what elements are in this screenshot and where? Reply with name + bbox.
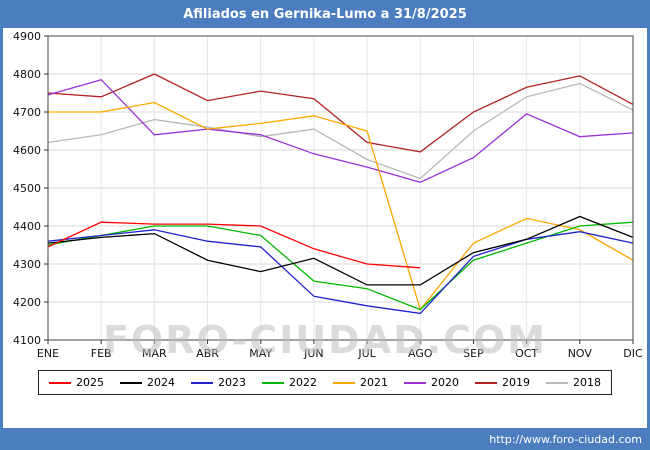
legend-label-2025: 2025 <box>76 376 104 389</box>
legend: 2025 2024 2023 2022 2021 2020 2019 2018 <box>38 370 612 395</box>
y-axis-tick-label: 4900 <box>13 30 41 43</box>
legend-label-2018: 2018 <box>573 376 601 389</box>
x-axis-tick-label: ENE <box>37 347 59 360</box>
series-line-2019 <box>47 73 634 153</box>
legend-label-2021: 2021 <box>360 376 388 389</box>
series-line-2020 <box>47 78 634 183</box>
legend-color-2025 <box>49 381 71 384</box>
legend-item-2018: 2018 <box>546 376 601 389</box>
legend-color-2023 <box>191 381 213 384</box>
title-bar: Afiliados en Gernika-Lumo a 31/8/2025 <box>0 0 650 28</box>
legend-color-2018 <box>546 381 568 384</box>
x-axis-tick-label: DIC <box>623 347 643 360</box>
x-axis-tick-label: NOV <box>568 347 593 360</box>
series-line-2021 <box>48 101 634 311</box>
x-axis-tick-label: OCT <box>515 347 538 360</box>
legend-color-2020 <box>404 381 426 384</box>
legend-color-2024 <box>120 381 142 384</box>
x-axis-tick-label: MAY <box>249 347 272 360</box>
x-axis-tick-label: ABR <box>196 347 219 360</box>
legend-item-2022: 2022 <box>262 376 317 389</box>
legend-color-2022 <box>262 381 284 384</box>
x-axis-tick-label: MAR <box>142 347 167 360</box>
legend-label-2019: 2019 <box>502 376 530 389</box>
legend-item-2023: 2023 <box>191 376 246 389</box>
legend-label-2023: 2023 <box>218 376 246 389</box>
y-axis-tick-label: 4300 <box>13 258 41 271</box>
legend-item-2020: 2020 <box>404 376 459 389</box>
legend-item-2025: 2025 <box>49 376 104 389</box>
y-axis-tick-label: 4200 <box>13 296 41 309</box>
legend-label-2024: 2024 <box>147 376 175 389</box>
legend-item-2019: 2019 <box>475 376 530 389</box>
x-axis-tick-label: JUN <box>303 347 324 360</box>
legend-color-2021 <box>333 381 355 384</box>
series-line-2024 <box>47 215 634 286</box>
y-axis-tick-label: 4500 <box>13 182 41 195</box>
legend-color-2019 <box>475 381 497 384</box>
x-axis-tick-label: AGO <box>408 347 433 360</box>
legend-item-2021: 2021 <box>333 376 388 389</box>
chart-title: Afiliados en Gernika-Lumo a 31/8/2025 <box>183 6 467 22</box>
y-axis-tick-label: 4400 <box>13 220 41 233</box>
legend-label-2022: 2022 <box>289 376 317 389</box>
y-axis-tick-label: 4800 <box>13 68 41 81</box>
series-line-2022 <box>47 221 634 311</box>
legend-label-2020: 2020 <box>431 376 459 389</box>
y-axis-tick-label: 4600 <box>13 144 41 157</box>
plot-border <box>47 35 634 341</box>
y-axis-tick-label: 4700 <box>13 106 41 119</box>
series-line-2025 <box>47 221 421 269</box>
footer-bar: http://www.foro-ciudad.com <box>0 428 650 450</box>
chart-panel: 4100 4200 4300 4400 4500 4600 4700 4800 4900 ENE F… <box>3 28 647 428</box>
line-chart: 4100 4200 4300 4400 4500 4600 4700 4800 4900 ENE F… <box>13 30 643 360</box>
legend-item-2024: 2024 <box>120 376 175 389</box>
series-line-2018 <box>47 82 634 180</box>
x-axis-tick-label: FEB <box>91 347 112 360</box>
series-line-2023 <box>47 229 634 315</box>
x-axis-tick-label: JUL <box>357 347 376 360</box>
x-axis-tick-label: SEP <box>463 347 484 360</box>
footer-url-link[interactable]: http://www.foro-ciudad.com <box>489 432 642 446</box>
y-axis-tick-label: 4100 <box>13 334 41 347</box>
